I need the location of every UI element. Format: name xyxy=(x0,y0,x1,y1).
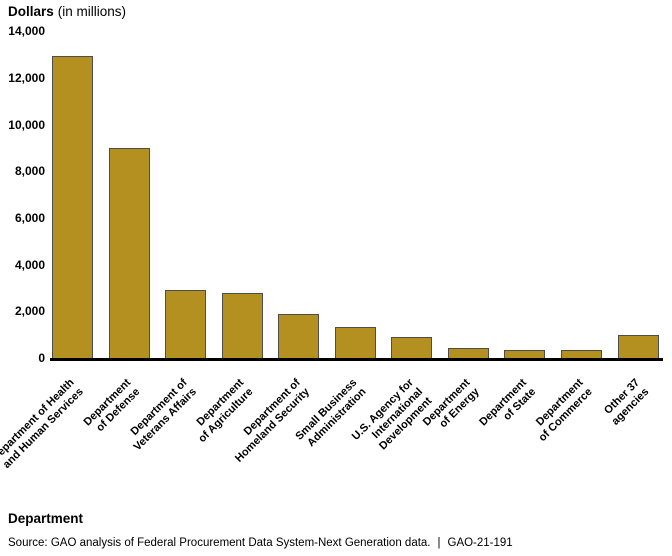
source-separator: | xyxy=(437,537,441,549)
x-category-label: Department ofHomeland Security xyxy=(224,376,313,465)
x-category-label: Departmentof Commerce xyxy=(527,376,595,444)
bar xyxy=(334,327,376,358)
y-axis-title: Dollars xyxy=(8,4,54,19)
bar xyxy=(617,335,659,358)
source-line: Source: GAO analysis of Federal Procurem… xyxy=(8,537,513,549)
x-category-label: Departmentof State xyxy=(477,376,538,437)
y-tick-label: 0 xyxy=(38,351,45,365)
y-tick-label: 4,000 xyxy=(14,257,45,272)
y-tick-label: 8,000 xyxy=(14,164,45,179)
bar xyxy=(560,350,602,358)
x-category-label: Department ofVeterans Affairs xyxy=(122,376,199,453)
bar xyxy=(165,290,207,358)
y-tick-label: 10,000 xyxy=(8,117,45,132)
x-category-label: U.S. Agency forInternationalDevelopment xyxy=(350,376,435,461)
y-tick-label: 14,000 xyxy=(8,24,45,39)
x-category-label: Departmentof Energy xyxy=(421,376,483,438)
source-text: Source: GAO analysis of Federal Procurem… xyxy=(8,537,431,549)
y-tick-label: 2,000 xyxy=(14,304,45,319)
bar xyxy=(504,350,546,358)
bar xyxy=(52,56,93,358)
bar xyxy=(108,148,150,358)
bar xyxy=(447,348,489,358)
x-category-label: Small BusinessAdministration xyxy=(293,376,368,451)
chart-title: Dollars (in millions) xyxy=(8,4,126,19)
y-axis-title-note: (in millions) xyxy=(57,4,127,19)
bar xyxy=(391,337,433,358)
bar xyxy=(221,293,263,358)
y-tick-label: 12,000 xyxy=(8,70,45,85)
bar xyxy=(278,314,320,358)
x-category-label: Departmentof Agriculture xyxy=(187,376,256,445)
y-tick-label: 6,000 xyxy=(14,210,45,225)
x-category-label: Department of Healthand Human Services xyxy=(0,376,86,473)
x-axis-baseline xyxy=(50,358,663,361)
x-category-label: Other 37agencies xyxy=(600,377,651,428)
report-id: GAO-21-191 xyxy=(447,537,513,549)
x-axis-title: Department xyxy=(8,511,84,526)
x-category-label: Departmentof Defense xyxy=(81,376,142,437)
